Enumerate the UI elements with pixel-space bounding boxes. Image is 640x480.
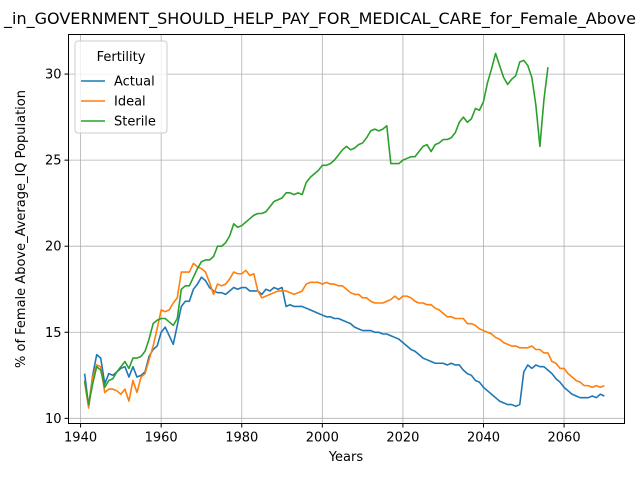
x-axis-label: Years <box>328 450 364 465</box>
y-tick-label: 25 <box>45 154 62 169</box>
series-layer <box>83 52 605 409</box>
x-tick-label: 1940 <box>64 431 97 446</box>
y-axis-ticks: 10 15 20 25 30 <box>45 68 69 427</box>
x-tick-label: 2020 <box>386 431 419 446</box>
legend-label-ideal: Ideal <box>114 95 146 110</box>
series-line-actual <box>83 276 605 408</box>
y-tick-label: 20 <box>45 240 62 255</box>
legend-label-sterile: Sterile <box>114 115 156 130</box>
x-tick-label: 1960 <box>145 431 178 446</box>
legend-label-actual: Actual <box>114 75 155 90</box>
plot-frame <box>68 34 625 424</box>
y-tick-label: 30 <box>45 68 62 83</box>
legend: Fertility Actual Ideal Sterile <box>74 40 168 134</box>
x-tick-label: 2000 <box>306 431 339 446</box>
legend-title: Fertility <box>97 50 146 65</box>
chart-title: _in_GOVERNMENT_SHOULD_HELP_PAY_FOR_MEDIC… <box>3 9 636 29</box>
x-tick-label: 2060 <box>548 431 581 446</box>
series-line-sterile <box>83 52 549 406</box>
y-axis-label: % of Female Above_Average_IQ Population <box>14 90 29 368</box>
y-tick-label: 15 <box>45 326 62 341</box>
y-tick-label: 10 <box>45 412 62 427</box>
x-tick-label: 1980 <box>225 431 258 446</box>
x-axis-ticks: 1940 1960 1980 2000 2020 2040 2060 <box>64 423 581 446</box>
x-tick-label: 2040 <box>467 431 500 446</box>
series-line-ideal <box>83 262 605 409</box>
legend-box <box>74 40 168 134</box>
